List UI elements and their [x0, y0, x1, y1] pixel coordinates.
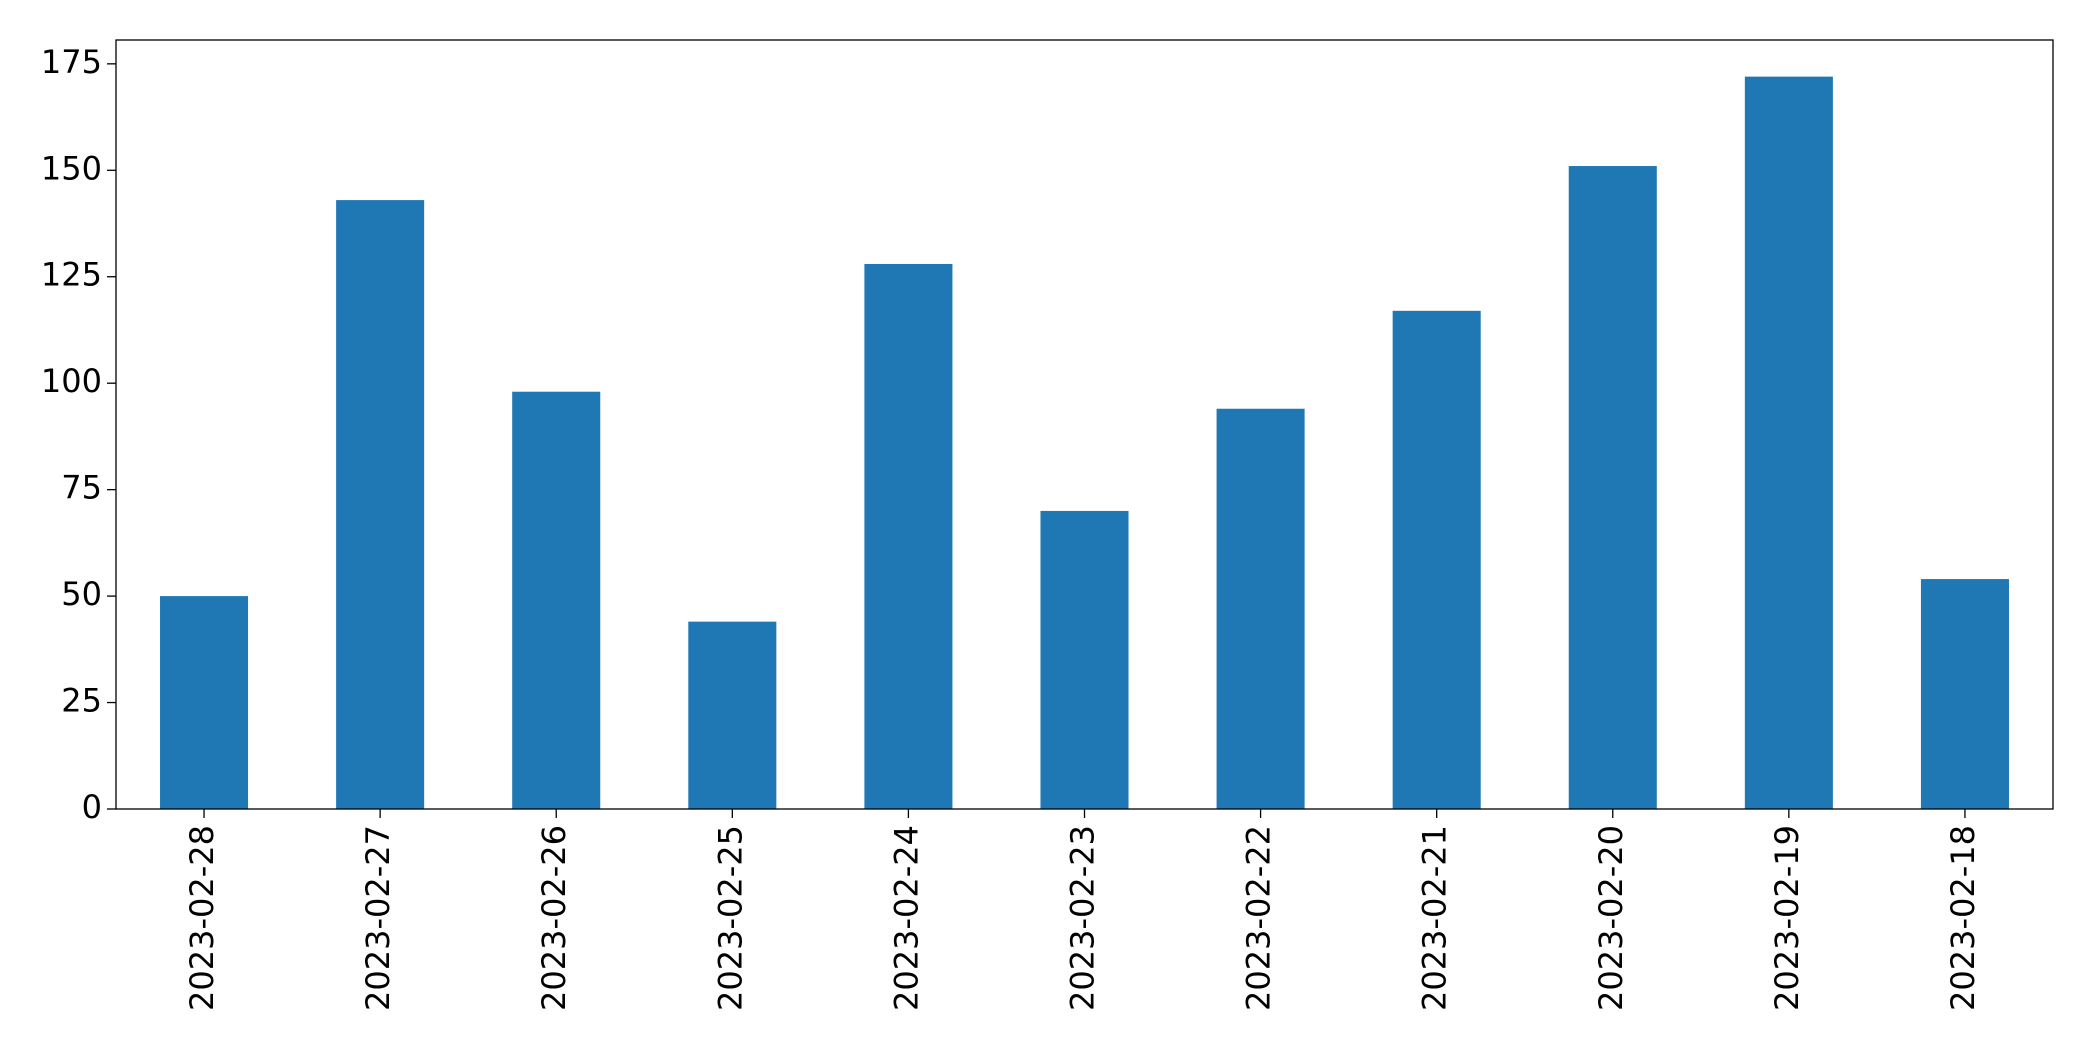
bar [160, 596, 249, 809]
x-tick-label: 2023-02-18 [1944, 825, 1982, 1011]
y-tick-label: 125 [41, 256, 102, 294]
bar [1040, 510, 1129, 809]
x-tick-label: 2023-02-23 [1064, 825, 1102, 1011]
y-tick-label: 25 [61, 682, 102, 720]
x-tick-label: 2023-02-19 [1768, 825, 1806, 1011]
plot-frame [115, 39, 2054, 810]
bar [1744, 76, 1833, 810]
bar [864, 263, 953, 810]
bar [1216, 408, 1305, 809]
bar [1920, 579, 2009, 809]
bar [1568, 166, 1657, 809]
x-tick-label: 2023-02-20 [1592, 825, 1630, 1011]
y-tick-label: 150 [41, 149, 102, 187]
y-tick-label: 175 [41, 43, 102, 81]
bar [512, 391, 601, 809]
x-tick-label: 2023-02-21 [1416, 825, 1454, 1011]
bar [336, 200, 425, 810]
bar [688, 621, 777, 809]
bar [1392, 310, 1481, 809]
x-tick-label: 2023-02-27 [359, 825, 397, 1011]
x-tick-label: 2023-02-28 [183, 825, 221, 1011]
x-tick-label: 2023-02-24 [887, 825, 925, 1011]
y-tick-label: 50 [61, 575, 102, 613]
y-tick-label: 100 [41, 362, 102, 400]
y-tick-label: 0 [82, 788, 102, 826]
y-tick-label: 75 [61, 469, 102, 507]
x-tick-label: 2023-02-25 [711, 825, 749, 1011]
x-tick-label: 2023-02-22 [1240, 825, 1278, 1011]
x-tick-label: 2023-02-26 [535, 825, 573, 1011]
